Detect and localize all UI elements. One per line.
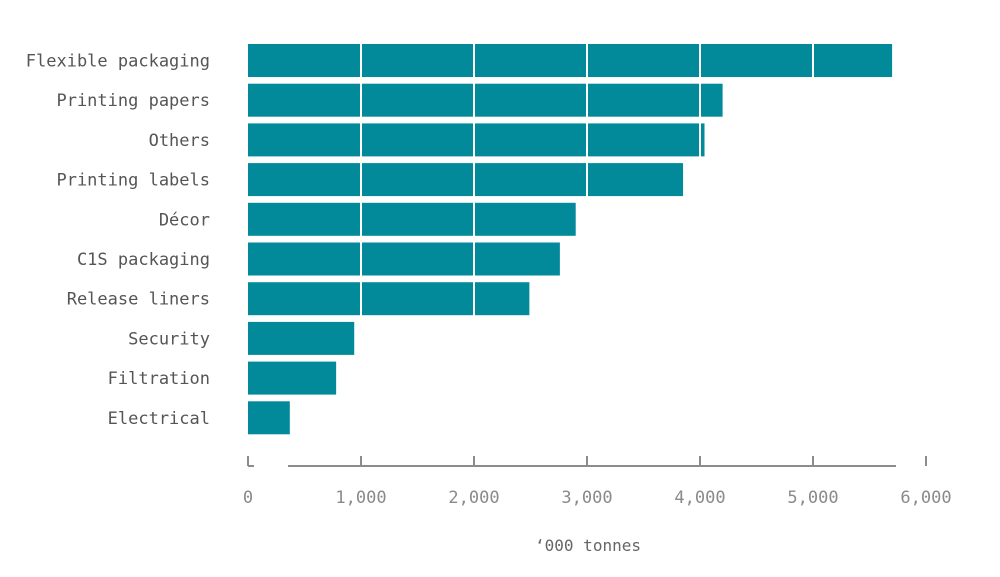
category-label: Flexible packaging bbox=[26, 52, 210, 72]
category-label: Others bbox=[149, 131, 210, 151]
category-label: C1S packaging bbox=[77, 250, 210, 270]
x-tick-label: 3,000 bbox=[561, 488, 612, 508]
category-label: Release liners bbox=[67, 290, 210, 310]
x-tick-label: 2,000 bbox=[448, 488, 499, 508]
bar-release-liners bbox=[248, 282, 530, 316]
category-label: Décor bbox=[159, 210, 210, 230]
category-label: Filtration bbox=[108, 369, 210, 389]
x-tick-label: 5,000 bbox=[787, 488, 838, 508]
category-label: Printing papers bbox=[56, 91, 210, 111]
bar-security bbox=[248, 321, 355, 355]
grid-layer bbox=[360, 42, 814, 437]
category-label: Electrical bbox=[108, 409, 210, 429]
bars-layer bbox=[248, 44, 893, 435]
x-tick-label: 1,000 bbox=[335, 488, 386, 508]
x-axis-title: ‘000 tonnes bbox=[535, 536, 641, 555]
category-label: Security bbox=[128, 329, 210, 349]
x-axis: 0 1,000 2,000 3,000 4,000 5,000 6,000 bbox=[243, 456, 952, 508]
bar-c1s-packaging bbox=[248, 242, 560, 276]
bar-flexible-packaging bbox=[248, 44, 893, 77]
category-label: Printing labels bbox=[56, 171, 210, 191]
bar-others bbox=[248, 123, 705, 157]
bar-filtration bbox=[248, 361, 337, 395]
category-labels: Flexible packaging Printing papers Others P… bbox=[26, 52, 210, 429]
x-tick-label: 0 bbox=[243, 488, 253, 508]
x-tick-label: 6,000 bbox=[900, 488, 951, 508]
bar-printing-papers bbox=[248, 83, 723, 117]
bar-electrical bbox=[248, 401, 290, 435]
x-tick-label: 4,000 bbox=[674, 488, 725, 508]
bar-printing-labels bbox=[248, 163, 684, 197]
bar-d-cor bbox=[248, 202, 576, 236]
